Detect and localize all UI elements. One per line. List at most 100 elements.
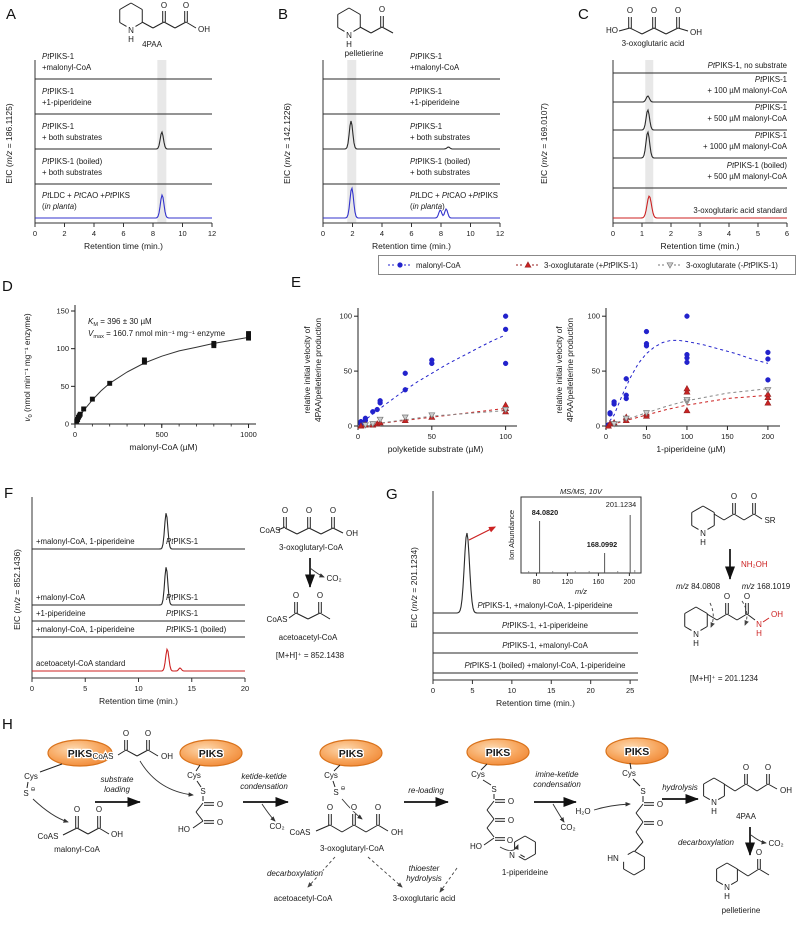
svg-text:15: 15 [547,686,555,695]
svg-text:3-oxoglutaric acid standard: 3-oxoglutaric acid standard [693,206,787,215]
svg-text:PtPIKS-1 (boiled): PtPIKS-1 (boiled) [727,161,788,170]
svg-text:6: 6 [121,229,125,238]
svg-text:O: O [657,819,663,828]
svg-text:HO: HO [470,842,482,851]
svg-text:m/z 84.0808: m/z 84.0808 [676,582,721,591]
svg-text:O: O [183,1,189,10]
svg-text:8: 8 [439,229,443,238]
svg-text:4: 4 [92,229,96,238]
svg-text:N: N [711,798,717,807]
svg-text:S: S [23,789,28,798]
svg-text:PtPIKS-1 (boiled): PtPIKS-1 (boiled) [166,625,227,634]
svg-text:O: O [327,803,333,812]
panel-e-label: E [291,274,302,291]
svg-text:ketide-ketide: ketide-ketide [241,772,287,781]
svg-text:Retention time (min.): Retention time (min.) [661,241,740,251]
svg-text:PIKS: PIKS [68,748,93,760]
svg-text:condensation: condensation [533,780,581,789]
svg-text:20: 20 [241,684,249,693]
svg-text:malonyl-CoA (µM): malonyl-CoA (µM) [129,442,197,452]
svg-text:Retention time (min.): Retention time (min.) [99,696,178,706]
svg-text:PtPIKS-1: PtPIKS-1 [166,537,198,546]
panel-c-label: C [578,6,589,23]
svg-text:+ both substrates: + both substrates [410,168,470,177]
svg-text:200: 200 [624,579,636,586]
svg-text:O: O [217,818,223,827]
svg-text:80: 80 [533,579,541,586]
svg-text:100: 100 [56,344,69,353]
svg-text:Vmax = 160.7 nmol min⁻¹ mg⁻¹ e: Vmax = 160.7 nmol min⁻¹ mg⁻¹ enzyme [88,329,226,340]
svg-text:acetoacetyl-CoA: acetoacetyl-CoA [274,894,333,903]
svg-text:PtPIKS-1: PtPIKS-1 [410,122,442,131]
svg-text:Retention time (min.): Retention time (min.) [496,698,575,708]
svg-text:3-oxoglutarate (+PtPIKS-1): 3-oxoglutarate (+PtPIKS-1) [544,261,638,270]
svg-text:4PAA: 4PAA [142,40,163,49]
svg-text:pelletierine: pelletierine [345,49,384,58]
svg-text:+ 500 µM malonyl-CoA: + 500 µM malonyl-CoA [707,172,787,181]
svg-text:0: 0 [73,430,77,439]
svg-text:O: O [145,729,151,738]
svg-text:H: H [756,629,762,638]
svg-text:CoAS: CoAS [38,832,59,841]
svg-text:[M+H]⁺ = 201.1234: [M+H]⁺ = 201.1234 [690,674,759,683]
svg-text:condensation: condensation [240,782,288,791]
svg-text:4PAA/pelletierine production: 4PAA/pelletierine production [313,318,323,422]
svg-text:4PAA: 4PAA [736,812,757,821]
svg-text:25: 25 [626,686,634,695]
svg-text:CO₂: CO₂ [269,822,284,831]
svg-text:+ both substrates: + both substrates [410,133,470,142]
svg-text:S: S [491,785,496,794]
panel-f-chromatogram: +malonyl-CoA, 1-piperideine PtPIKS-1 +malo… [12,497,249,706]
svg-text:PtPIKS-1: PtPIKS-1 [755,131,787,140]
svg-text:+1-piperideine: +1-piperideine [42,98,92,107]
svg-text:+malonyl-CoA: +malonyl-CoA [42,63,92,72]
svg-text:O: O [731,492,737,501]
svg-text:O: O [351,803,357,812]
svg-text:10: 10 [178,229,186,238]
svg-text:imine-ketide: imine-ketide [535,770,579,779]
svg-text:H: H [128,35,134,44]
svg-text:1-piperideine: 1-piperideine [502,868,549,877]
svg-text:50: 50 [592,367,600,376]
svg-text:O: O [627,6,633,15]
svg-text:PtPIKS-1, no substrate: PtPIKS-1, no substrate [708,61,787,70]
svg-text:10: 10 [508,686,516,695]
svg-text:PtPIKS-1: PtPIKS-1 [42,52,74,61]
svg-text:+ 1000 µM malonyl-CoA: + 1000 µM malonyl-CoA [703,142,788,151]
svg-text:N: N [724,883,730,892]
svg-text:50: 50 [344,367,352,376]
svg-text:H₂O: H₂O [575,807,590,816]
svg-text:O: O [317,591,323,600]
svg-text:PtPIKS-1, +malonyl-CoA, 1-pipe: PtPIKS-1, +malonyl-CoA, 1-piperideine [477,601,612,610]
svg-text:1000: 1000 [240,430,257,439]
svg-text:O: O [675,6,681,15]
svg-text:+ 100 µM malonyl-CoA: + 100 µM malonyl-CoA [707,86,787,95]
svg-text:CoAS: CoAS [267,615,288,624]
svg-text:+malonyl-CoA: +malonyl-CoA [410,63,460,72]
svg-text:SR: SR [764,516,775,525]
svg-text:loading: loading [104,785,130,794]
svg-text:OH: OH [111,830,123,839]
panel-a-chromatogram: PtPIKS-1 +malonyl-CoA PtPIKS-1 +1-piperidei… [4,52,216,251]
svg-text:6: 6 [785,229,789,238]
svg-text:0: 0 [30,684,34,693]
svg-text:H: H [693,639,699,648]
svg-text:+malonyl-CoA, 1-piperideine: +malonyl-CoA, 1-piperideine [36,625,135,634]
svg-text:PtPIKS-1: PtPIKS-1 [755,75,787,84]
svg-text:O: O [96,805,102,814]
panel-g-msms-inset: MS/MS, 10V Ion Abundance 84.0820 168.0992 20… [507,487,642,596]
svg-text:N: N [756,620,762,629]
svg-text:EIC (m/z = 142.1226): EIC (m/z = 142.1226) [282,103,292,184]
panel-c-chromatogram: PtPIKS-1, no substrate PtPIKS-1 + 100 µM m… [539,60,789,251]
svg-text:H: H [346,40,352,49]
svg-text:EIC (m/z = 201.1234): EIC (m/z = 201.1234) [409,547,419,628]
svg-text:O: O [379,5,385,14]
svg-text:S: S [333,788,338,797]
svg-text:thioester: thioester [409,864,440,873]
svg-text:hydrolysis: hydrolysis [406,874,442,883]
panel-b-chromatogram: PtPIKS-1 +malonyl-CoA PtPIKS-1 +1-piperidei… [282,52,504,251]
panel-h-label: H [2,716,13,733]
panel-g-label: G [386,486,398,503]
svg-text:0: 0 [33,229,37,238]
svg-text:4PAA/pelletierine production: 4PAA/pelletierine production [565,318,575,422]
